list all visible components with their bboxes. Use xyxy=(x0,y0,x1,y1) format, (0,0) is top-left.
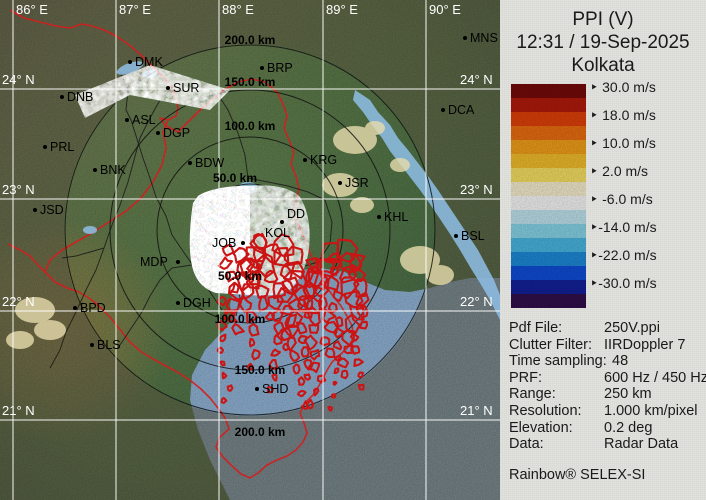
svg-text:50.0 km: 50.0 km xyxy=(218,269,262,283)
svg-text:21° N: 21° N xyxy=(2,403,35,418)
svg-text:24° N: 24° N xyxy=(460,72,493,87)
svg-text:50.0 km: 50.0 km xyxy=(213,171,257,185)
svg-text:‣ -6.0 m/s: ‣ -6.0 m/s xyxy=(590,191,653,207)
svg-text:100.0 km: 100.0 km xyxy=(215,312,266,326)
svg-text:JSR: JSR xyxy=(345,176,369,190)
svg-text:BLS: BLS xyxy=(97,338,121,352)
svg-text:DGP: DGP xyxy=(163,126,190,140)
svg-text:‣ 2.0 m/s: ‣ 2.0 m/s xyxy=(590,163,648,179)
svg-text:150.0 km: 150.0 km xyxy=(225,75,276,89)
svg-text:87° E: 87° E xyxy=(119,2,151,17)
svg-text:21° N: 21° N xyxy=(460,403,493,418)
svg-text:BSL: BSL xyxy=(461,229,485,243)
svg-text:DGH: DGH xyxy=(183,296,211,310)
svg-text:DCA: DCA xyxy=(448,103,475,117)
svg-text:88° E: 88° E xyxy=(222,2,254,17)
svg-text:22° N: 22° N xyxy=(460,294,493,309)
svg-text:86° E: 86° E xyxy=(16,2,48,17)
svg-text:22° N: 22° N xyxy=(2,294,35,309)
svg-text:JOB: JOB xyxy=(212,236,236,250)
svg-text:90° E: 90° E xyxy=(429,2,461,17)
svg-text:JSD: JSD xyxy=(40,203,64,217)
svg-text:23° N: 23° N xyxy=(460,182,493,197)
svg-text:DMK: DMK xyxy=(135,55,163,69)
svg-text:DNB: DNB xyxy=(67,90,93,104)
svg-text:200.0 km: 200.0 km xyxy=(235,425,286,439)
svg-text:24° N: 24° N xyxy=(2,72,35,87)
svg-text:‣ 18.0 m/s: ‣ 18.0 m/s xyxy=(590,107,656,123)
svg-text:DD: DD xyxy=(287,207,305,221)
svg-text:‣-14.0 m/s: ‣-14.0 m/s xyxy=(590,219,657,235)
svg-text:PRL: PRL xyxy=(50,140,74,154)
svg-text:‣-30.0 m/s: ‣-30.0 m/s xyxy=(590,275,657,291)
svg-text:BPD: BPD xyxy=(80,301,106,315)
svg-text:SUR: SUR xyxy=(173,81,199,95)
svg-text:KHL: KHL xyxy=(384,210,408,224)
svg-text:BDW: BDW xyxy=(195,156,224,170)
svg-text:‣ 10.0 m/s: ‣ 10.0 m/s xyxy=(590,135,656,151)
svg-text:MNS: MNS xyxy=(470,31,498,45)
svg-text:100.0 km: 100.0 km xyxy=(225,119,276,133)
svg-text:BRP: BRP xyxy=(267,61,293,75)
svg-text:ASL: ASL xyxy=(132,113,156,127)
svg-text:MDP: MDP xyxy=(140,255,168,269)
svg-text:23° N: 23° N xyxy=(2,182,35,197)
svg-text:KRG: KRG xyxy=(310,153,337,167)
svg-text:‣ 30.0 m/s: ‣ 30.0 m/s xyxy=(590,79,656,95)
svg-text:200.0 km: 200.0 km xyxy=(225,33,276,47)
svg-text:‣-22.0 m/s: ‣-22.0 m/s xyxy=(590,247,657,263)
svg-text:150.0 km: 150.0 km xyxy=(235,363,286,377)
svg-text:KOL: KOL xyxy=(265,226,290,240)
svg-text:SHD: SHD xyxy=(262,382,288,396)
svg-text:89° E: 89° E xyxy=(326,2,358,17)
svg-text:BNK: BNK xyxy=(100,163,126,177)
